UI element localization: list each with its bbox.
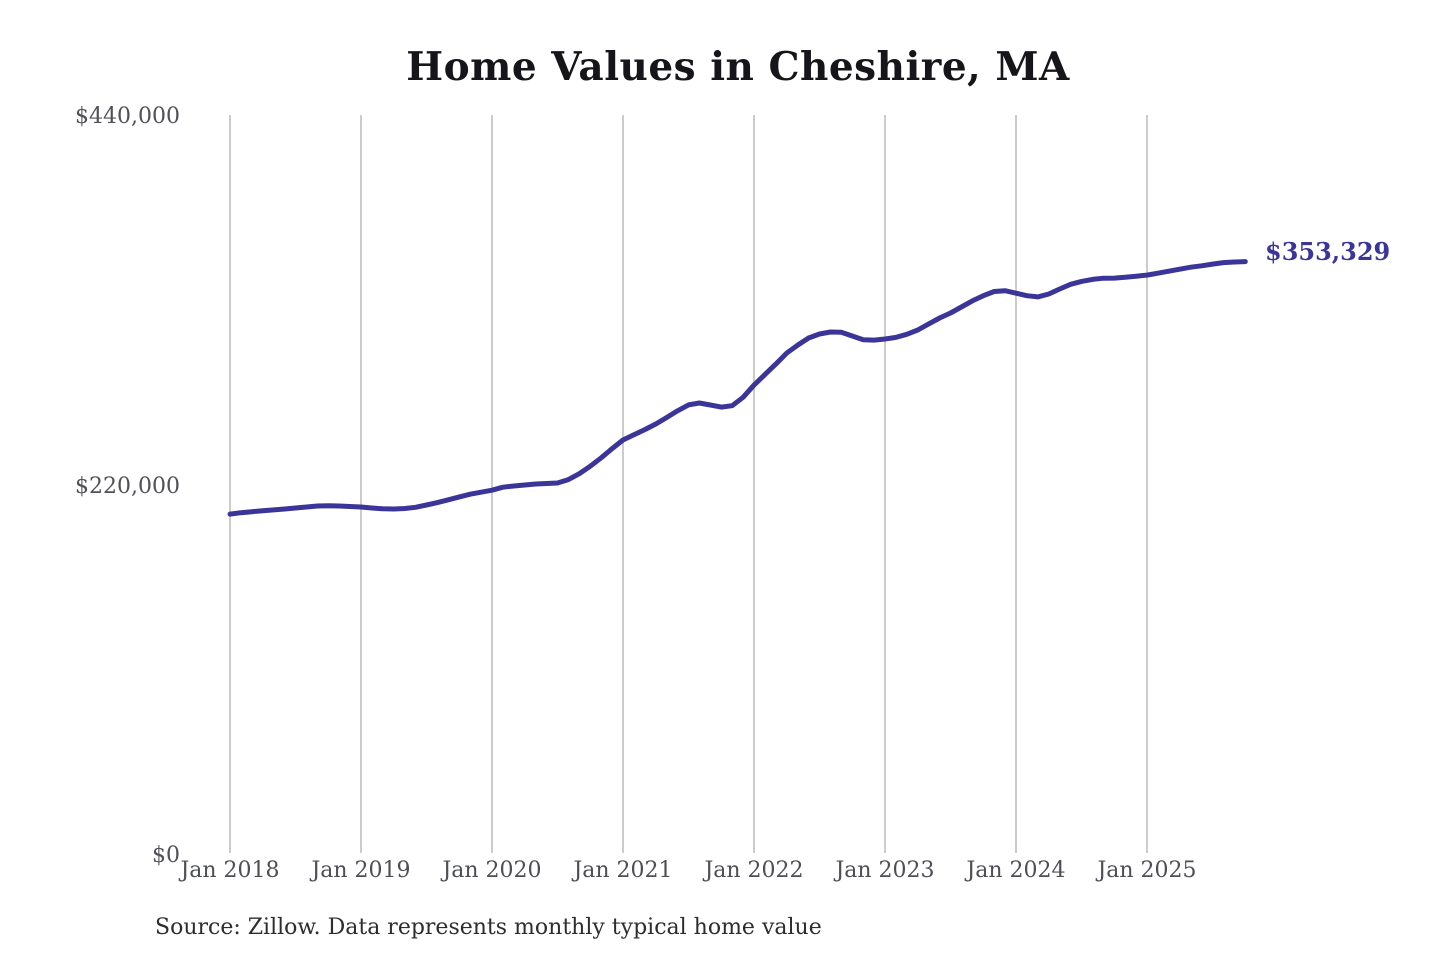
- x-tick-label: Jan 2019: [311, 858, 411, 883]
- x-tick-label: Jan 2018: [180, 858, 280, 883]
- latest-value-label: $353,329: [1265, 237, 1391, 266]
- y-tick-label: $0: [152, 843, 180, 868]
- x-tick-label: Jan 2021: [573, 858, 673, 883]
- x-tick-label: Jan 2023: [835, 858, 935, 883]
- x-tick-label: Jan 2020: [442, 858, 542, 883]
- x-tick-label: Jan 2024: [966, 858, 1066, 883]
- y-tick-label: $440,000: [75, 104, 180, 129]
- y-tick-label: $220,000: [75, 473, 180, 499]
- chart-title: Home Values in Cheshire, MA: [406, 44, 1070, 90]
- source-note: Source: Zillow. Data represents monthly …: [155, 915, 822, 940]
- x-tick-label: Jan 2022: [704, 858, 804, 883]
- year-gridlines: [229, 115, 1148, 853]
- x-tick-label: Jan 2025: [1097, 858, 1197, 883]
- home-value-line: [227, 259, 1248, 517]
